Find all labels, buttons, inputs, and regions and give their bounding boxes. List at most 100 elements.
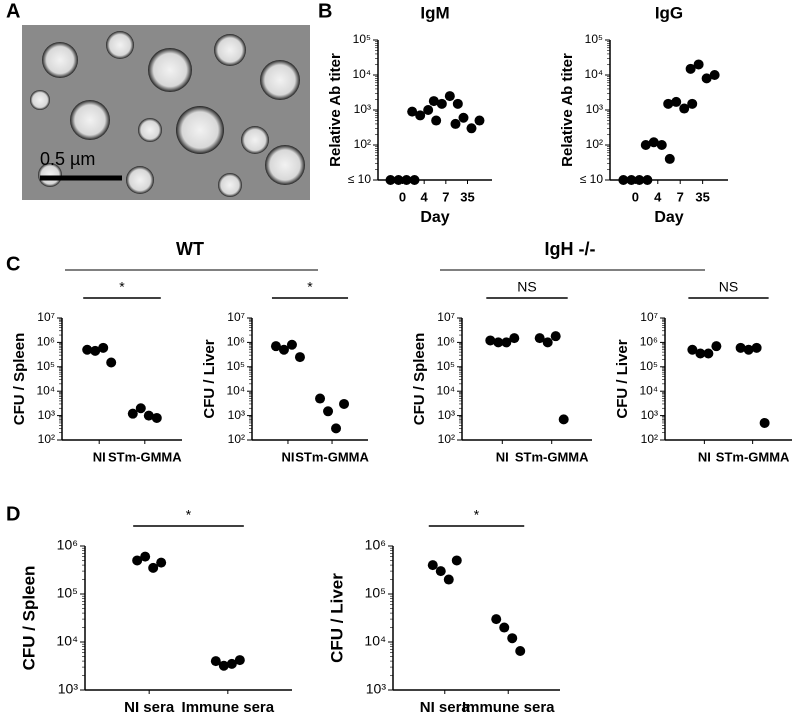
data-point [685, 63, 696, 74]
y-tick-label: 10⁴ [584, 67, 603, 81]
data-point [542, 337, 553, 348]
data-point [451, 555, 462, 566]
data-point [693, 59, 704, 70]
x-axis-label: Day [420, 209, 449, 226]
data-point [711, 341, 722, 352]
y-tick-label: 10⁴ [436, 383, 455, 397]
y-axis-label: CFU / Spleen [19, 566, 38, 671]
y-tick-label: 10² [38, 432, 55, 446]
data-point [648, 137, 659, 148]
data-point [671, 96, 682, 107]
y-tick-label: 10⁷ [437, 310, 455, 324]
data-point [515, 645, 526, 656]
y-tick-label: 10⁴ [639, 383, 658, 397]
data-point [743, 344, 754, 355]
data-point [474, 115, 485, 126]
data-point [270, 341, 281, 352]
y-tick-label: 10² [228, 432, 245, 446]
data-point [210, 656, 221, 667]
panel-label: A [6, 0, 20, 22]
x-tick-label: STm-GMMA [108, 449, 182, 464]
y-axis-label: Relative Ab titer [559, 53, 576, 167]
y-tick-label: 10² [641, 432, 658, 446]
y-tick-label: 10⁴ [352, 67, 371, 81]
data-point [423, 105, 434, 115]
data-point [687, 344, 698, 355]
data-point [452, 98, 463, 109]
y-tick-label: 10² [586, 137, 603, 151]
data-point [428, 96, 439, 107]
data-point [135, 403, 146, 414]
data-point [499, 622, 510, 633]
y-axis-label: Relative Ab titer [327, 53, 344, 167]
y-tick-label: 10⁴ [56, 633, 78, 649]
y-tick-label: 10⁵ [585, 32, 603, 46]
y-tick-label: 10⁶ [365, 537, 386, 553]
panel-label: D [6, 503, 20, 525]
chart-title: IgG [655, 3, 683, 22]
data-point [226, 658, 237, 669]
micrograph [22, 25, 310, 200]
significance-label: NS [517, 279, 536, 295]
panel-label: B [318, 0, 332, 22]
y-tick-label: 10³ [641, 408, 658, 422]
data-point [695, 348, 706, 359]
data-point [493, 337, 504, 348]
data-point [393, 175, 404, 185]
y-tick-label: 10⁶ [37, 335, 55, 349]
data-point [507, 633, 518, 644]
data-point [664, 153, 675, 164]
y-axis-label: CFU / Spleen [11, 333, 28, 426]
data-point [709, 70, 720, 80]
x-tick-label: STm-GMMA [295, 449, 369, 464]
x-tick-label: 0 [399, 189, 406, 204]
y-tick-label: 10⁵ [640, 359, 658, 373]
significance-label: * [307, 279, 313, 295]
data-point [331, 423, 342, 434]
y-tick-label: ≤ 10 [348, 172, 372, 186]
data-point [634, 175, 645, 185]
data-point [534, 333, 545, 344]
data-point [656, 140, 667, 150]
y-tick-label: 10³ [366, 681, 387, 697]
y-tick-label: 10³ [38, 408, 55, 422]
data-point [148, 562, 159, 573]
x-tick-label: NI [281, 449, 294, 464]
data-point [618, 175, 629, 185]
y-tick-label: 10³ [438, 408, 455, 422]
y-tick-label: 10⁵ [437, 359, 455, 373]
data-point [218, 660, 229, 671]
data-point [642, 175, 653, 185]
panel-label: C [6, 253, 20, 275]
significance-label: * [119, 279, 125, 295]
x-tick-label: 0 [632, 189, 639, 204]
data-point [679, 103, 690, 114]
data-point [143, 410, 154, 421]
x-tick-label: 7 [677, 189, 684, 204]
y-tick-label: 10⁶ [437, 335, 455, 349]
data-point [431, 115, 442, 126]
y-tick-label: 10³ [58, 681, 79, 697]
x-tick-label: 7 [442, 189, 449, 204]
significance-label: * [474, 507, 480, 523]
y-axis-label: CFU / Liver [614, 339, 631, 418]
y-tick-label: 10³ [228, 408, 245, 422]
y-axis-label: CFU / Liver [327, 573, 346, 663]
y-tick-label: 10² [354, 137, 371, 151]
data-point [550, 331, 561, 342]
x-tick-label: 35 [695, 189, 709, 204]
x-tick-label: NI sera [124, 699, 175, 714]
data-point [663, 98, 674, 109]
data-point [409, 175, 420, 185]
data-point [106, 357, 117, 368]
data-point [501, 337, 512, 348]
data-point [407, 106, 418, 117]
data-point [491, 614, 502, 625]
data-point [90, 345, 101, 356]
data-point [703, 348, 714, 359]
y-tick-label: 10⁶ [57, 537, 78, 553]
y-tick-label: 10⁷ [227, 310, 245, 324]
data-point [140, 551, 151, 562]
data-point [234, 655, 245, 666]
